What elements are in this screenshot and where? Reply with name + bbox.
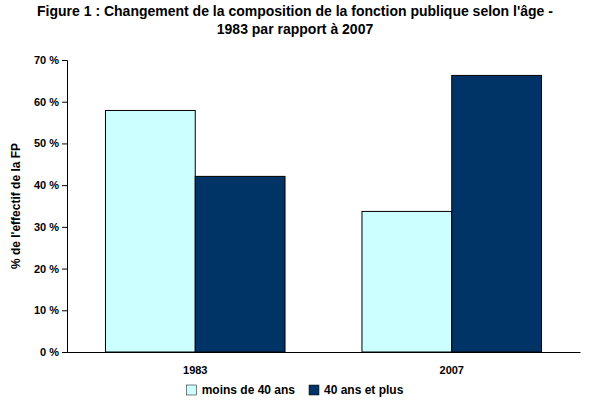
legend-item: 40 ans et plus bbox=[309, 383, 404, 397]
x-axis: 1983 2007 bbox=[68, 352, 581, 376]
bar bbox=[195, 176, 285, 352]
y-tick: 20 % bbox=[34, 263, 67, 275]
y-tick-mark bbox=[62, 102, 67, 103]
y-tick: 50 % bbox=[34, 137, 67, 149]
title-line: Figure 1 : Changement de la composition … bbox=[37, 3, 553, 19]
y-tick-label: 70 % bbox=[34, 54, 59, 66]
y-tick-mark bbox=[62, 310, 67, 311]
bar bbox=[105, 110, 195, 352]
y-tick: 30 % bbox=[34, 221, 67, 233]
y-tick-label: 30 % bbox=[34, 221, 59, 233]
bar bbox=[362, 211, 452, 352]
legend-label: 40 ans et plus bbox=[324, 383, 404, 397]
x-axis-line bbox=[68, 352, 581, 353]
y-tick: 40 % bbox=[34, 179, 67, 191]
y-axis: 0 % 10 % 20 % 30 % 40 % 50 % 60 % 70 % bbox=[34, 54, 68, 358]
y-tick-label: 0 % bbox=[40, 346, 59, 358]
y-tick-mark bbox=[62, 352, 67, 353]
y-tick-mark bbox=[62, 227, 67, 228]
y-tick-mark bbox=[62, 143, 67, 144]
x-tick: 1983 bbox=[183, 352, 207, 376]
title-line: 1983 par rapport à 2007 bbox=[217, 21, 374, 37]
y-tick-label: 20 % bbox=[34, 263, 59, 275]
legend-swatch bbox=[187, 385, 197, 395]
y-tick: 10 % bbox=[34, 304, 67, 316]
legend-label: moins de 40 ans bbox=[202, 383, 296, 397]
y-tick: 0 % bbox=[40, 346, 67, 358]
y-axis-title: % de l'effectif de la FP bbox=[9, 143, 23, 269]
x-tick: 2007 bbox=[440, 352, 464, 376]
legend-swatch bbox=[309, 385, 319, 395]
y-tick-mark bbox=[62, 185, 67, 186]
y-tick: 70 % bbox=[34, 54, 67, 66]
chart: Figure 1 : Changement de la composition … bbox=[0, 0, 590, 400]
y-tick-mark bbox=[62, 60, 67, 61]
bar bbox=[452, 75, 542, 352]
y-tick: 60 % bbox=[34, 96, 67, 108]
y-tick-mark bbox=[62, 269, 67, 270]
legend: moins de 40 ans 40 ans et plus bbox=[187, 383, 404, 397]
y-axis-line bbox=[62, 61, 68, 353]
plot: 0 % 10 % 20 % 30 % 40 % 50 % 60 % 70 % 1983 2007 bbox=[34, 54, 581, 376]
title: Figure 1 : Changement de la composition … bbox=[37, 3, 553, 37]
y-tick-label: 60 % bbox=[34, 96, 59, 108]
y-tick-label: 10 % bbox=[34, 304, 59, 316]
x-tick-label: 1983 bbox=[183, 364, 207, 376]
y-tick-label: 40 % bbox=[34, 179, 59, 191]
bars bbox=[105, 75, 541, 352]
y-tick-label: 50 % bbox=[34, 137, 59, 149]
legend-item: moins de 40 ans bbox=[187, 383, 296, 397]
x-tick-label: 2007 bbox=[440, 364, 464, 376]
